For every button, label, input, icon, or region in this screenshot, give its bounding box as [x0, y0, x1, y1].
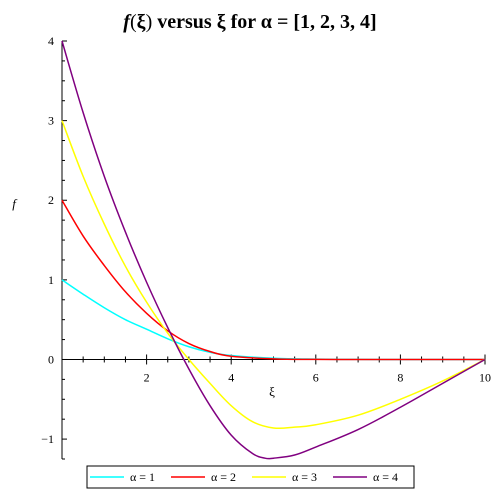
title-xi2: ξ	[217, 11, 226, 33]
title-paren-open: (	[130, 11, 137, 33]
axes: 2 4 6 8 10 −1 0 1 2 3 4	[41, 34, 491, 460]
y-tick-label: 3	[48, 114, 54, 128]
title-for: for	[226, 11, 261, 33]
x-tick-label: 6	[313, 370, 319, 384]
legend-label-2: α = 2	[211, 470, 236, 484]
title-xi: ξ	[137, 11, 146, 33]
series-line-4	[61, 40, 486, 460]
y-tick-label: 1	[48, 273, 54, 287]
legend-label-3: α = 3	[292, 470, 317, 484]
x-tick-label: 2	[144, 370, 150, 384]
series-lines	[61, 40, 486, 460]
title-alpha: α	[261, 11, 272, 33]
y-tick-label: −1	[41, 432, 54, 446]
title-middle: versus	[152, 11, 216, 33]
legend: α = 1 α = 2 α = 3 α = 4	[86, 465, 415, 489]
y-axis-label: f	[12, 196, 18, 211]
series-line-2	[61, 199, 485, 361]
y-tick-label: 2	[48, 193, 54, 207]
title-f: f	[123, 11, 132, 33]
legend-label-1: α = 1	[130, 470, 155, 484]
x-axis-label: ξ	[269, 384, 275, 399]
y-tick-label: 4	[48, 34, 54, 48]
series-line-3	[61, 120, 486, 430]
chart-title: f(ξ) versus ξ for α = [1, 2, 3, 4]	[123, 11, 376, 33]
legend-box	[86, 465, 415, 489]
y-tick-label: 0	[48, 352, 54, 366]
x-tick-label: 8	[397, 370, 403, 384]
legend-label-4: α = 4	[373, 470, 398, 484]
x-tick-label: 4	[228, 370, 234, 384]
title-paren-close: )	[146, 11, 153, 33]
title-tail: = [1, 2, 3, 4]	[272, 11, 377, 33]
x-tick-label: 10	[479, 370, 491, 384]
